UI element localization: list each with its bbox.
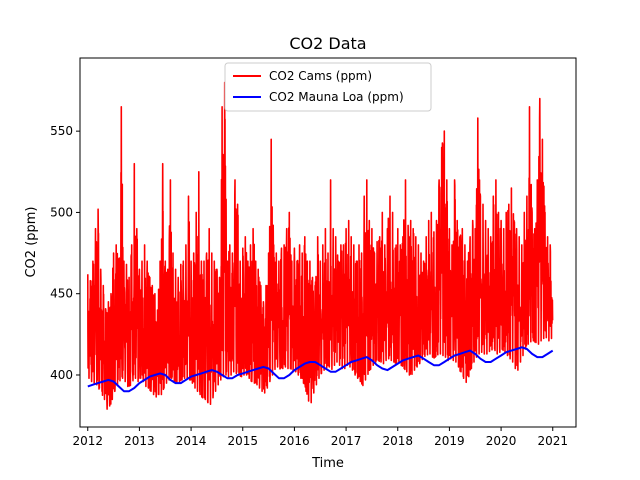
x-tick-label: 2012 bbox=[72, 434, 103, 448]
plot-area bbox=[87, 81, 554, 410]
x-tick-label: 2019 bbox=[434, 434, 465, 448]
x-tick-label: 2013 bbox=[124, 434, 155, 448]
x-tick-label: 2021 bbox=[537, 434, 568, 448]
chart-title: CO2 Data bbox=[289, 34, 366, 53]
y-tick-label: 550 bbox=[50, 124, 73, 138]
legend-label: CO2 Cams (ppm) bbox=[269, 69, 372, 83]
series-line-co2-mauna-loa bbox=[87, 346, 554, 393]
y-tick-label: 450 bbox=[50, 287, 73, 301]
x-tick-label: 2014 bbox=[176, 434, 207, 448]
series-group bbox=[87, 81, 554, 410]
y-tick-label: 400 bbox=[50, 368, 73, 382]
x-tick-label: 2017 bbox=[331, 434, 362, 448]
x-tick-label: 2018 bbox=[382, 434, 413, 448]
y-tick-label: 500 bbox=[50, 205, 73, 219]
y-axis-label: CO2 (ppm) bbox=[24, 206, 39, 277]
axes: 2012 2013 2014 2015 2016 2017 2018 2019 2020 2021… bbox=[50, 57, 577, 448]
legend: CO2 Cams (ppm) CO2 Mauna Loa (ppm) bbox=[224, 62, 432, 112]
x-tick-label: 2020 bbox=[486, 434, 517, 448]
x-axis-label: Time bbox=[311, 456, 344, 471]
x-tick-label: 2016 bbox=[279, 434, 310, 448]
legend-label: CO2 Mauna Loa (ppm) bbox=[269, 90, 404, 104]
legend-box bbox=[224, 62, 432, 112]
x-tick-label: 2015 bbox=[227, 434, 258, 448]
series-line-co2-cams bbox=[87, 81, 554, 410]
axes-frame bbox=[79, 57, 577, 428]
